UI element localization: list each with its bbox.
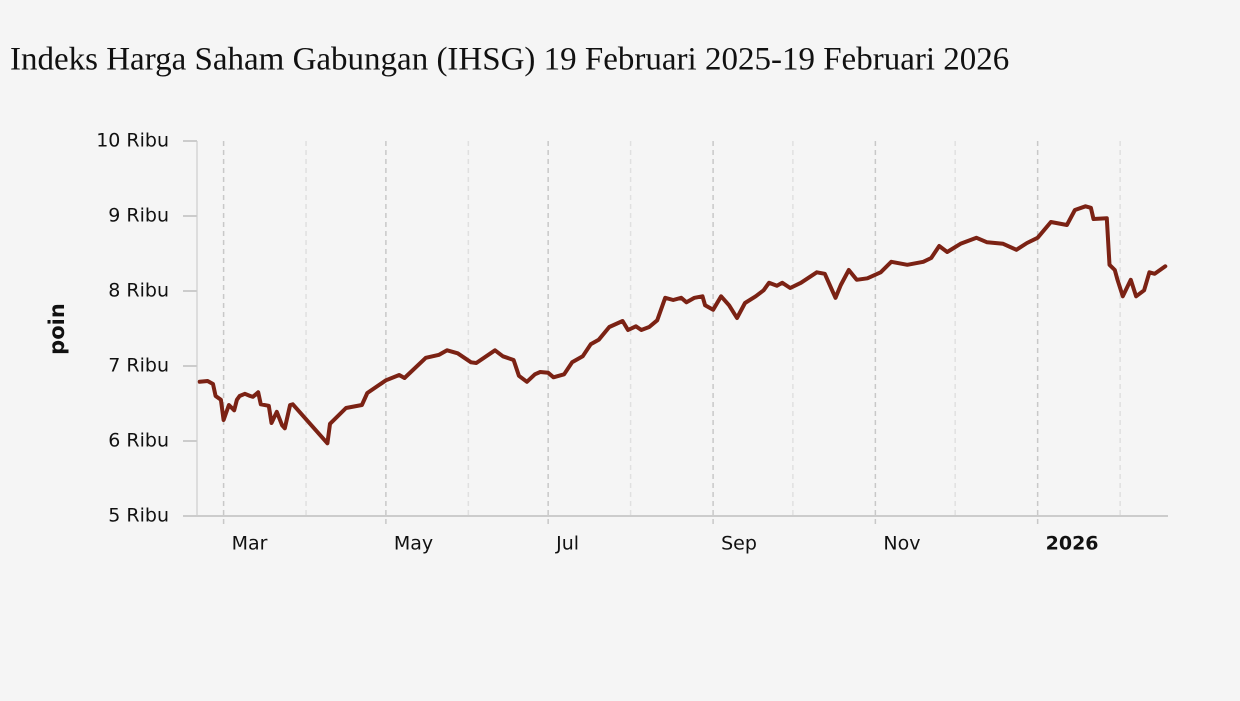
chart-title: Indeks Harga Saham Gabungan (IHSG) 19 Fe… [10, 42, 1009, 78]
x-tick-label: 2026 [1046, 533, 1099, 555]
x-tick-label: Mar [232, 533, 268, 555]
y-tick-label: 5 Ribu [108, 505, 169, 527]
y-tick-label: 6 Ribu [108, 430, 169, 452]
y-tick-label: 10 Ribu [96, 130, 169, 152]
x-tick-label: Sep [721, 533, 757, 555]
x-tick-label: Nov [883, 533, 920, 555]
y-axis-title: poin [45, 303, 69, 355]
line-series [197, 204, 1168, 446]
y-tick-label: 8 Ribu [108, 280, 169, 302]
y-tick-label: 9 Ribu [108, 205, 169, 227]
x-tick-label: Jul [555, 533, 579, 555]
x-tick-label: May [394, 533, 433, 555]
y-tick-label: 7 Ribu [108, 355, 169, 377]
